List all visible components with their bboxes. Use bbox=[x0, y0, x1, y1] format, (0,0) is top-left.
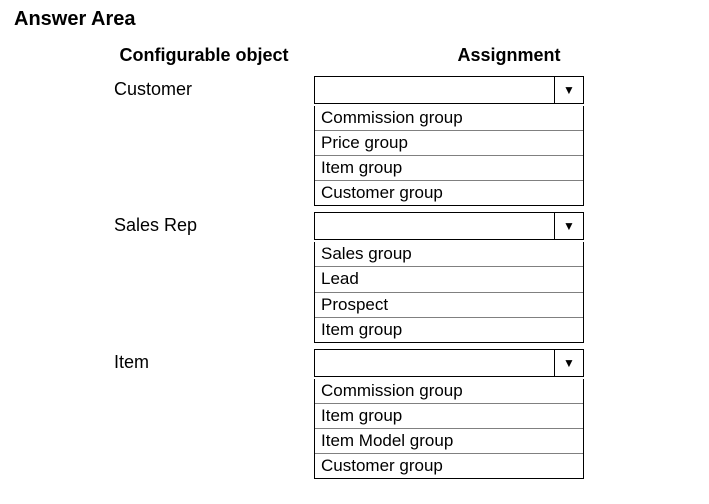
col-header-assignment: Assignment bbox=[394, 45, 624, 66]
dropdown-selected-customer bbox=[315, 77, 555, 103]
dropdown-option[interactable]: Prospect bbox=[315, 293, 583, 318]
col-header-configurable-object: Configurable object bbox=[14, 45, 394, 66]
dropdown-option[interactable]: Item group bbox=[315, 318, 583, 342]
dropdown-list-salesrep: Sales group Lead Prospect Item group bbox=[314, 242, 584, 342]
object-label-salesrep: Sales Rep bbox=[14, 212, 314, 236]
column-headers: Configurable object Assignment bbox=[14, 45, 695, 66]
dropdown-select-item[interactable]: ▼ bbox=[314, 349, 584, 377]
assignment-dropdown-item: ▼ Commission group Item group Item Model… bbox=[314, 349, 584, 479]
dropdown-selected-salesrep bbox=[315, 213, 555, 239]
dropdown-selected-item bbox=[315, 350, 555, 376]
dropdown-option[interactable]: Price group bbox=[315, 131, 583, 156]
dropdown-option[interactable]: Commission group bbox=[315, 379, 583, 404]
dropdown-option[interactable]: Customer group bbox=[315, 181, 583, 205]
object-label-item: Item bbox=[14, 349, 314, 373]
dropdown-option[interactable]: Sales group bbox=[315, 242, 583, 267]
assignment-row-customer: Customer ▼ Commission group Price group … bbox=[14, 76, 695, 206]
chevron-down-icon: ▼ bbox=[555, 213, 583, 239]
dropdown-option[interactable]: Lead bbox=[315, 267, 583, 292]
dropdown-select-salesrep[interactable]: ▼ bbox=[314, 212, 584, 240]
assignment-row-item: Item ▼ Commission group Item group Item … bbox=[14, 349, 695, 479]
dropdown-list-customer: Commission group Price group Item group … bbox=[314, 106, 584, 206]
object-label-customer: Customer bbox=[14, 76, 314, 100]
page-title: Answer Area bbox=[14, 8, 695, 31]
dropdown-option[interactable]: Item Model group bbox=[315, 429, 583, 454]
dropdown-option[interactable]: Item group bbox=[315, 156, 583, 181]
dropdown-option[interactable]: Commission group bbox=[315, 106, 583, 131]
assignment-dropdown-salesrep: ▼ Sales group Lead Prospect Item group bbox=[314, 212, 584, 342]
chevron-down-icon: ▼ bbox=[555, 77, 583, 103]
assignment-row-salesrep: Sales Rep ▼ Sales group Lead Prospect It… bbox=[14, 212, 695, 342]
dropdown-option[interactable]: Customer group bbox=[315, 454, 583, 478]
assignment-dropdown-customer: ▼ Commission group Price group Item grou… bbox=[314, 76, 584, 206]
chevron-down-icon: ▼ bbox=[555, 350, 583, 376]
dropdown-option[interactable]: Item group bbox=[315, 404, 583, 429]
dropdown-list-item: Commission group Item group Item Model g… bbox=[314, 379, 584, 479]
dropdown-select-customer[interactable]: ▼ bbox=[314, 76, 584, 104]
